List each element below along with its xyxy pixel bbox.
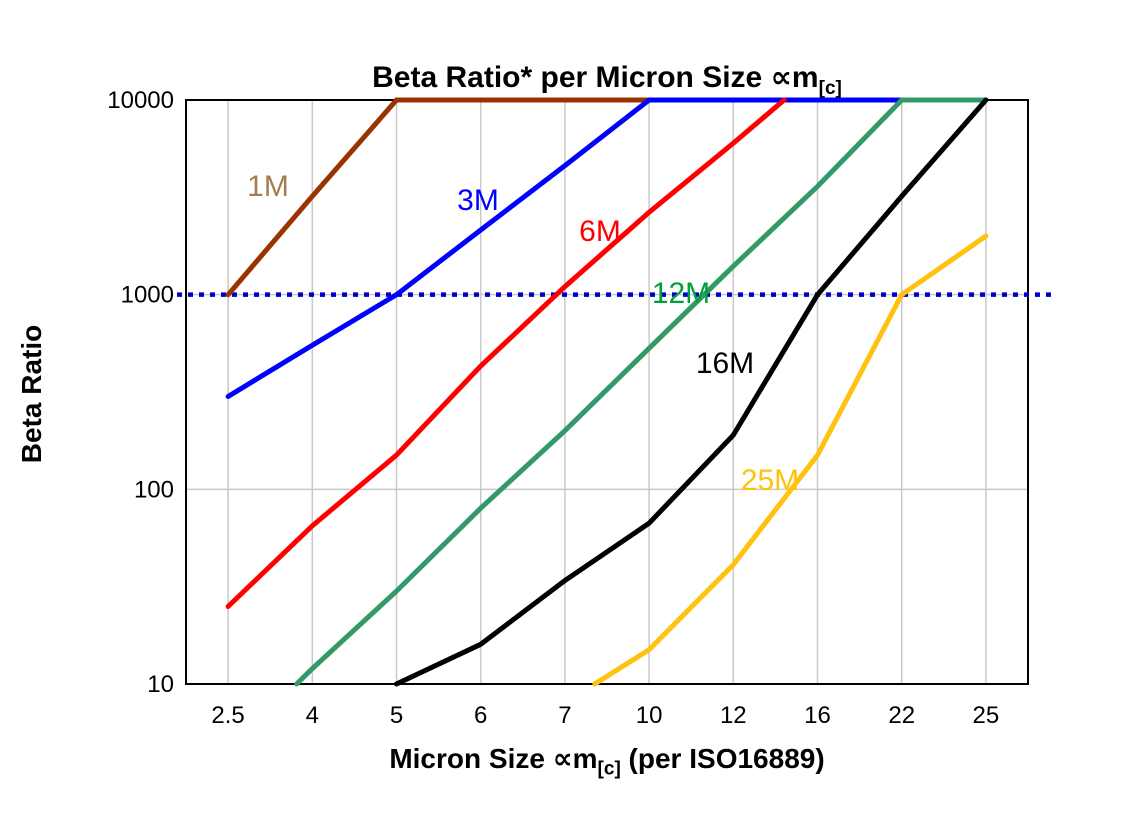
series-line-3M xyxy=(225,97,989,399)
x-tick-22: 22 xyxy=(888,702,915,729)
chart-title: Beta Ratio* per Micron Size ∝m[c] xyxy=(186,60,1028,100)
x-tick-12: 12 xyxy=(720,702,747,729)
chart-title-symbol: ∝m xyxy=(770,61,819,94)
series-label-12M: 12M xyxy=(652,277,710,310)
series-label-16M: 16M xyxy=(696,347,754,380)
series-label-3M: 3M xyxy=(457,184,499,217)
x-axis-title-symbol: ∝m xyxy=(552,743,598,774)
series-line-12M xyxy=(294,97,989,687)
y-tick-10000: 10000 xyxy=(107,87,174,114)
series-label-1M: 1M xyxy=(247,170,289,203)
x-tick-7: 7 xyxy=(558,702,571,729)
x-tick-2.5: 2.5 xyxy=(211,702,244,729)
x-tick-16: 16 xyxy=(804,702,831,729)
series-line-25M xyxy=(592,233,989,687)
x-axis-title-suffix: (per ISO16889) xyxy=(620,743,825,774)
chart-title-subscript: [c] xyxy=(818,78,842,99)
x-axis-title: Micron Size ∝m[c] (per ISO16889) xyxy=(186,742,1028,781)
x-tick-5: 5 xyxy=(390,702,403,729)
x-axis-title-subscript: [c] xyxy=(597,758,621,780)
chart-title-text: Beta Ratio* per Micron Size xyxy=(372,61,771,94)
x-axis-title-text: Micron Size xyxy=(389,743,553,774)
y-tick-1000: 1000 xyxy=(121,282,174,309)
series-label-25M: 25M xyxy=(741,464,799,497)
x-tick-10: 10 xyxy=(636,702,663,729)
y-tick-10: 10 xyxy=(147,671,174,698)
x-tick-4: 4 xyxy=(306,702,319,729)
series-line-6M xyxy=(225,97,787,609)
y-tick-100: 100 xyxy=(134,476,174,503)
series-label-6M: 6M xyxy=(579,215,621,248)
series-line-16M xyxy=(394,97,989,687)
x-tick-25: 25 xyxy=(973,702,1000,729)
x-tick-6: 6 xyxy=(474,702,487,729)
